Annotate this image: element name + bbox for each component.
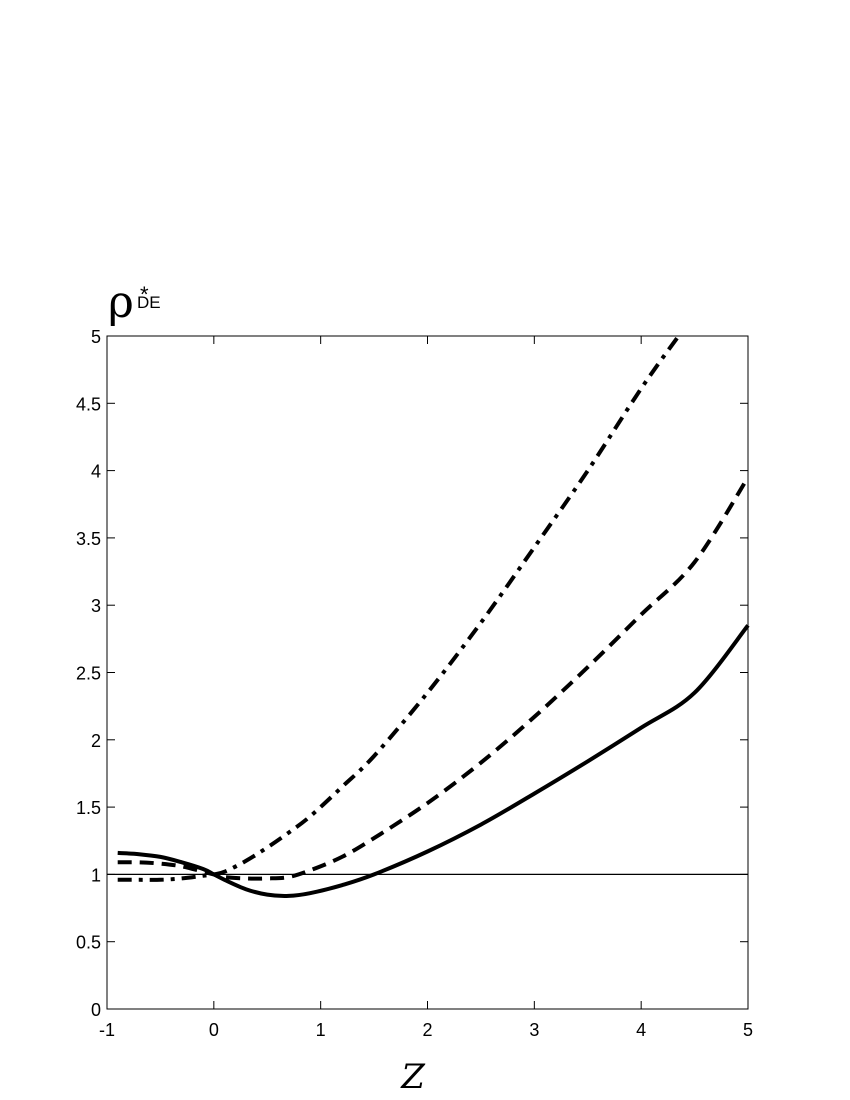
x-tick-label: 5 xyxy=(743,1020,753,1040)
y-axis-label-main: ρ xyxy=(108,277,134,328)
series-line-solid xyxy=(117,624,750,898)
y-axis-label-subscript: DE xyxy=(137,293,161,312)
x-tick-label: 4 xyxy=(636,1020,646,1040)
plot-frame xyxy=(106,335,749,1010)
y-axis-label: ρ xyxy=(108,277,134,328)
y-tick-label: 4.5 xyxy=(76,394,101,414)
series-line-dash-dot xyxy=(117,334,681,882)
y-tick-label: 2.5 xyxy=(76,664,101,684)
y-tick-label: 5 xyxy=(91,327,101,347)
ticks-layer: -1 0 1 2 3 4 500.511.522.533.544.55 xyxy=(76,327,753,1040)
x-tick-label: 0 xyxy=(209,1020,219,1040)
y-tick-label: 1 xyxy=(91,865,101,885)
y-tick-label: 0 xyxy=(91,1000,101,1020)
x-axis-label: Z xyxy=(400,1057,426,1097)
y-tick-label: 4 xyxy=(91,462,101,482)
y-axis-label-superscript: * xyxy=(140,282,149,307)
series-layer xyxy=(117,334,750,898)
x-tick-label: -1 xyxy=(99,1020,115,1040)
y-tick-label: 2 xyxy=(91,731,101,751)
x-tick-label: 2 xyxy=(422,1020,432,1040)
x-tick-label: 3 xyxy=(529,1020,539,1040)
y-tick-label: 1.5 xyxy=(76,798,101,818)
y-tick-label: 3 xyxy=(91,596,101,616)
series-line-dashed xyxy=(117,476,750,881)
x-tick-label: 1 xyxy=(316,1020,326,1040)
y-tick-label: 3.5 xyxy=(76,529,101,549)
y-tick-label: 0.5 xyxy=(76,933,101,953)
